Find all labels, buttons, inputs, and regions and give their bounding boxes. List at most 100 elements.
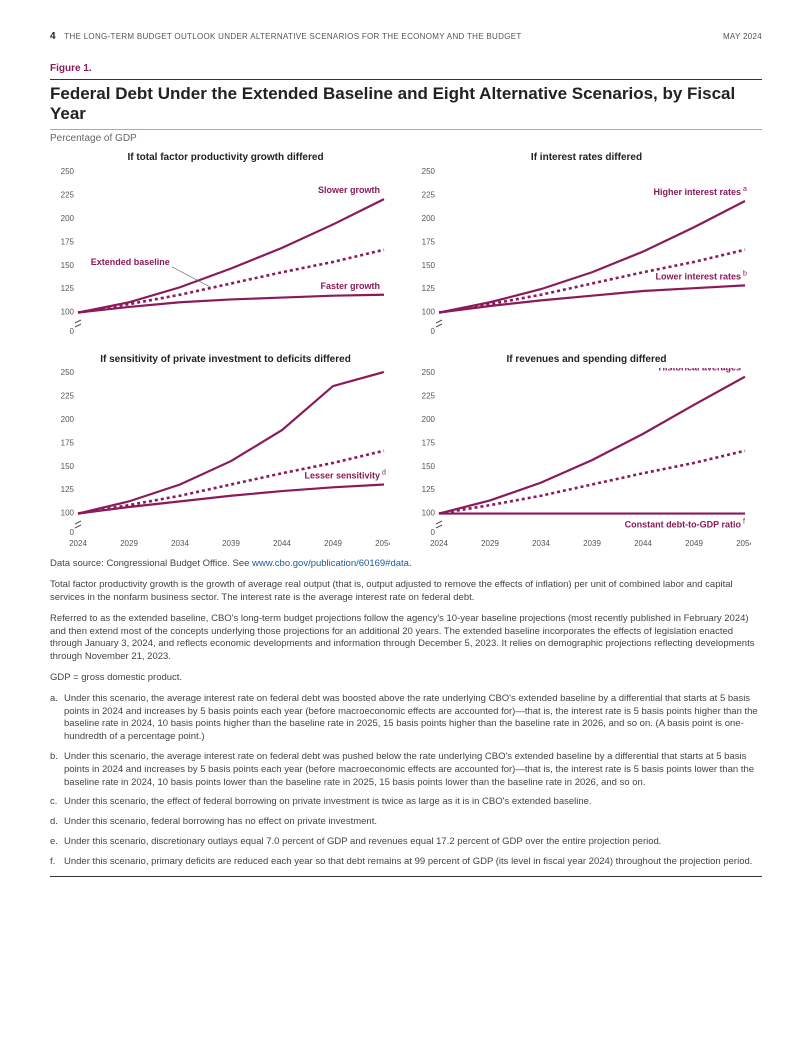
chart-svg-0: 0100125150175200225250Slower growthFaste…: [50, 167, 390, 347]
svg-text:Slower growth: Slower growth: [318, 185, 380, 195]
chart-title: If sensitivity of private investment to …: [50, 353, 401, 367]
svg-text:2029: 2029: [120, 539, 138, 548]
svg-text:a: a: [743, 186, 747, 193]
footnote-text: Under this scenario, the average interes…: [64, 693, 762, 744]
footnote-item: a.Under this scenario, the average inter…: [50, 693, 762, 744]
svg-text:2024: 2024: [430, 539, 448, 548]
note-para: GDP = gross domestic product.: [50, 672, 762, 685]
svg-text:100: 100: [422, 509, 436, 518]
chart-panel-0: If total factor productivity growth diff…: [50, 151, 401, 347]
chart-title: If revenues and spending differed: [411, 353, 762, 367]
svg-text:100: 100: [422, 307, 436, 316]
footnote-item: d.Under this scenario, federal borrowing…: [50, 816, 762, 829]
svg-text:200: 200: [422, 415, 436, 424]
chart-panel-1: If interest rates differed 0100125150175…: [411, 151, 762, 347]
svg-text:d: d: [382, 470, 386, 477]
svg-text:175: 175: [422, 237, 436, 246]
svg-text:175: 175: [422, 439, 436, 448]
svg-text:0: 0: [70, 528, 75, 537]
figure-title: Federal Debt Under the Extended Baseline…: [50, 79, 762, 125]
running-header: 4 THE LONG-TERM BUDGET OUTLOOK UNDER ALT…: [50, 30, 762, 44]
chart-svg-1: 0100125150175200225250Higher interest ra…: [411, 167, 751, 347]
svg-text:2039: 2039: [222, 539, 240, 548]
footnote-key: b.: [50, 751, 64, 789]
svg-text:100: 100: [61, 509, 75, 518]
footnote-text: Under this scenario, primary deficits ar…: [64, 856, 752, 869]
footnote-key: c.: [50, 796, 64, 809]
chart-panel-3: If revenues and spending differed 0 100 12…: [411, 353, 762, 549]
bottom-rule: [50, 876, 762, 877]
svg-text:225: 225: [61, 392, 75, 401]
svg-text:125: 125: [422, 284, 436, 293]
svg-text:150: 150: [61, 261, 75, 270]
svg-text:125: 125: [61, 485, 75, 494]
figure-subtitle: Percentage of GDP: [50, 129, 762, 146]
svg-text:b: b: [743, 270, 747, 277]
header-left: 4 THE LONG-TERM BUDGET OUTLOOK UNDER ALT…: [50, 30, 522, 44]
svg-text:100: 100: [61, 307, 75, 316]
footnote-text: Under this scenario, federal borrowing h…: [64, 816, 377, 829]
svg-text:Higher interest rates: Higher interest rates: [653, 187, 741, 197]
svg-text:200: 200: [61, 214, 75, 223]
svg-text:200: 200: [61, 415, 75, 424]
svg-text:Constant debt-to-GDP ratio: Constant debt-to-GDP ratio: [625, 520, 742, 530]
source-link[interactable]: www.cbo.gov/publication/60169#data: [252, 558, 409, 569]
svg-text:Historical averages: Historical averages: [658, 368, 741, 373]
svg-text:Extended baseline: Extended baseline: [91, 257, 170, 267]
svg-text:2034: 2034: [532, 539, 550, 548]
svg-text:150: 150: [422, 261, 436, 270]
footnote-key: e.: [50, 836, 64, 849]
svg-text:2024: 2024: [69, 539, 87, 548]
svg-text:250: 250: [422, 368, 436, 377]
chart-svg-3: 0 100 125 150 175 200 225 250 2024 2029 2034 2039 20…: [411, 368, 751, 548]
svg-text:175: 175: [61, 439, 75, 448]
footnote-item: f.Under this scenario, primary deficits …: [50, 856, 762, 869]
source-suffix: .: [409, 558, 412, 569]
svg-text:150: 150: [61, 462, 75, 471]
footnotes-list: a.Under this scenario, the average inter…: [50, 693, 762, 869]
svg-text:225: 225: [61, 190, 75, 199]
svg-text:0: 0: [431, 528, 436, 537]
figure-notes: Data source: Congressional Budget Office…: [50, 558, 762, 685]
svg-text:250: 250: [61, 167, 75, 176]
header-date: MAY 2024: [723, 32, 762, 43]
svg-text:Lesser sensitivity: Lesser sensitivity: [304, 471, 380, 481]
svg-text:225: 225: [422, 190, 436, 199]
footnote-key: a.: [50, 693, 64, 744]
svg-text:2034: 2034: [171, 539, 189, 548]
footnote-key: d.: [50, 816, 64, 829]
svg-text:175: 175: [61, 237, 75, 246]
footnote-item: b.Under this scenario, the average inter…: [50, 751, 762, 789]
footnote-text: Under this scenario, the average interes…: [64, 751, 762, 789]
svg-text:125: 125: [422, 485, 436, 494]
svg-text:150: 150: [422, 462, 436, 471]
svg-text:2044: 2044: [634, 539, 652, 548]
svg-text:200: 200: [422, 214, 436, 223]
note-para: Total factor productivity growth is the …: [50, 579, 762, 605]
note-para: Referred to as the extended baseline, CB…: [50, 613, 762, 664]
chart-title: If total factor productivity growth diff…: [50, 151, 401, 165]
chart-svg-2: 0100125150175200225250202420292034203920…: [50, 368, 390, 548]
svg-text:f: f: [743, 519, 745, 526]
svg-text:2054: 2054: [736, 539, 751, 548]
charts-grid: If total factor productivity growth diff…: [50, 151, 762, 548]
svg-text:Faster growth: Faster growth: [320, 281, 380, 291]
svg-text:225: 225: [422, 392, 436, 401]
footnote-text: Under this scenario, the effect of feder…: [64, 796, 592, 809]
svg-text:2049: 2049: [324, 539, 342, 548]
footnote-item: e.Under this scenario, discretionary out…: [50, 836, 762, 849]
page-number: 4: [50, 31, 56, 42]
svg-text:e: e: [743, 368, 747, 369]
running-title: THE LONG-TERM BUDGET OUTLOOK UNDER ALTER…: [64, 32, 521, 41]
svg-text:2039: 2039: [583, 539, 601, 548]
footnote-key: f.: [50, 856, 64, 869]
svg-text:0: 0: [70, 327, 75, 336]
svg-text:2044: 2044: [273, 539, 291, 548]
svg-text:2029: 2029: [481, 539, 499, 548]
svg-text:2054: 2054: [375, 539, 390, 548]
svg-text:0: 0: [431, 327, 436, 336]
svg-text:Lower interest rates: Lower interest rates: [655, 271, 741, 281]
svg-text:2049: 2049: [685, 539, 703, 548]
figure-label: Figure 1.: [50, 62, 762, 76]
footnote-text: Under this scenario, discretionary outla…: [64, 836, 661, 849]
